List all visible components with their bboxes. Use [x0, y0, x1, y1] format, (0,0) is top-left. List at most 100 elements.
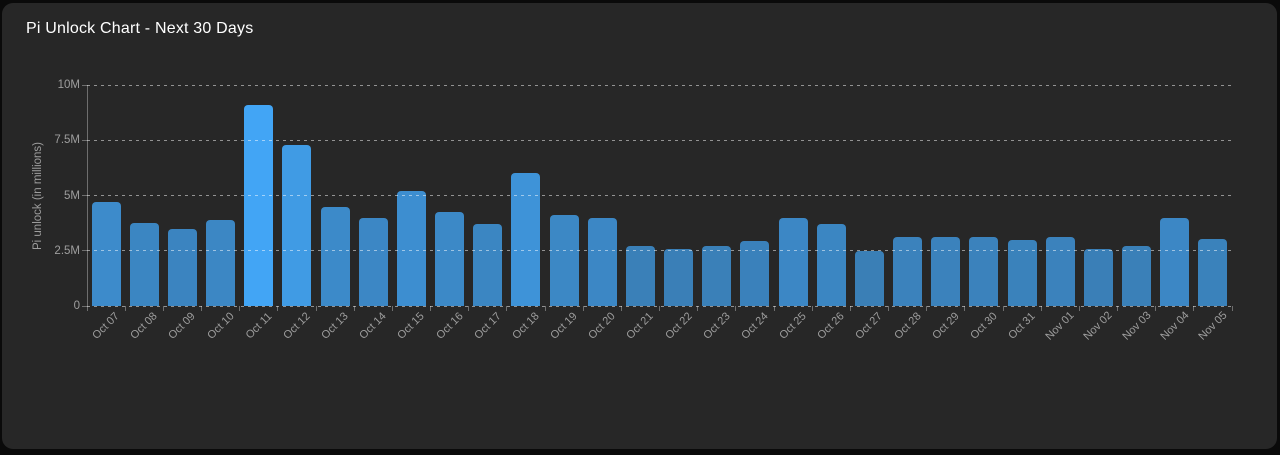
bar-nov-04[interactable]: [1160, 218, 1190, 306]
y-axis-tick-label: 7.5M: [54, 134, 80, 147]
x-axis-tick: [1193, 306, 1195, 311]
bar-oct-27[interactable]: [854, 251, 884, 306]
x-axis-tick: [620, 306, 622, 311]
x-axis-tick: [239, 306, 241, 311]
bar-oct-21[interactable]: [625, 246, 655, 306]
x-axis-tick-label: Oct 17: [472, 310, 504, 342]
x-axis-tick-label: Oct 13: [319, 310, 351, 342]
bar-nov-02[interactable]: [1083, 249, 1113, 306]
bar-oct-26[interactable]: [816, 224, 846, 306]
y-axis-tick-label: 0: [73, 300, 80, 312]
x-axis-tick: [1040, 306, 1042, 311]
bar-oct-19[interactable]: [549, 215, 579, 306]
x-axis-tick: [201, 306, 202, 311]
bar-oct-29[interactable]: [931, 237, 961, 306]
x-axis-tick: [468, 306, 470, 311]
y-axis-tick: [82, 305, 87, 307]
x-axis-tick-label: Oct 28: [891, 310, 924, 342]
x-axis-tick-label: Oct 22: [662, 310, 695, 342]
x-axis-tick: [124, 306, 126, 311]
x-axis-tick-label: Oct 25: [777, 310, 809, 342]
x-axis-tick: [391, 306, 393, 311]
x-axis-tick: [162, 306, 164, 311]
bar-oct-25[interactable]: [778, 218, 808, 306]
x-axis-tick-label: Oct 27: [853, 310, 886, 342]
x-axis-tick-label: Oct 30: [968, 310, 1000, 342]
gridline: [87, 84, 1232, 86]
x-axis-tick-label: Oct 07: [90, 310, 122, 342]
bar-oct-20[interactable]: [587, 218, 617, 306]
gridline: [87, 139, 1232, 141]
x-axis-tick: [506, 306, 508, 311]
x-axis-tick: [888, 306, 889, 311]
x-axis-tick-label: Oct 18: [510, 310, 542, 342]
x-axis-tick-label: Oct 24: [739, 310, 771, 342]
bar-oct-12[interactable]: [282, 145, 312, 306]
x-axis-tick: [1231, 306, 1233, 311]
x-axis-tick-label: Oct 10: [204, 310, 237, 342]
x-axis-tick-label: Oct 26: [815, 310, 847, 342]
x-axis-tick: [1117, 306, 1118, 311]
y-axis-tick: [82, 250, 87, 252]
x-axis-tick: [964, 306, 966, 311]
x-axis-tick: [659, 306, 660, 311]
x-axis-tick-label: Nov 05: [1196, 309, 1230, 343]
bar-oct-16[interactable]: [435, 212, 465, 306]
x-axis-tick-label: Nov 01: [1043, 309, 1077, 343]
bar-oct-14[interactable]: [358, 218, 388, 306]
x-axis-tick-label: Oct 31: [1006, 310, 1038, 342]
x-axis-tick-label: Oct 15: [395, 310, 428, 342]
x-axis-tick-label: Oct 23: [701, 310, 733, 342]
x-axis-tick: [582, 306, 584, 311]
x-axis-tick: [735, 306, 737, 311]
x-axis-tick-label: Oct 29: [930, 310, 962, 342]
x-axis-tick: [315, 306, 317, 311]
bar-oct-23[interactable]: [702, 246, 732, 306]
x-axis-tick: [811, 306, 813, 311]
bar-oct-22[interactable]: [664, 249, 694, 306]
x-axis-tick-label: Oct 19: [548, 310, 580, 342]
bar-oct-13[interactable]: [320, 207, 350, 306]
x-axis-tick: [544, 306, 546, 311]
bar-nov-01[interactable]: [1045, 237, 1075, 306]
bar-oct-15[interactable]: [396, 191, 426, 306]
bar-oct-11[interactable]: [244, 105, 274, 306]
bar-oct-09[interactable]: [167, 229, 197, 306]
y-axis-tick: [82, 139, 87, 141]
x-axis-tick: [430, 306, 431, 311]
x-axis-tick-label: Nov 03: [1120, 309, 1154, 343]
x-axis-tick-label: Oct 14: [357, 310, 389, 342]
bar-oct-17[interactable]: [473, 224, 503, 306]
x-axis-tick-label: Oct 12: [281, 310, 313, 342]
bar-oct-30[interactable]: [969, 237, 999, 306]
y-axis-tick: [82, 84, 87, 86]
x-axis-tick-label: Oct 11: [243, 310, 275, 342]
x-axis-tick: [277, 306, 279, 311]
x-axis-tick-label: Nov 02: [1081, 309, 1115, 343]
x-axis-tick-label: Oct 20: [586, 310, 618, 342]
x-axis-tick: [1078, 306, 1080, 311]
chart-title: Pi Unlock Chart - Next 30 Days: [26, 20, 254, 37]
x-axis-tick: [697, 306, 699, 311]
bar-nov-03[interactable]: [1122, 246, 1152, 306]
x-axis-tick: [849, 306, 851, 311]
bar-oct-07[interactable]: [91, 202, 121, 306]
x-axis-tick: [926, 306, 928, 311]
y-axis-tick-label: 5M: [64, 189, 80, 202]
x-axis-tick: [86, 306, 88, 311]
x-axis-tick: [353, 306, 355, 311]
x-axis-tick-label: Oct 08: [128, 310, 160, 342]
bar-oct-24[interactable]: [740, 241, 770, 306]
bar-oct-18[interactable]: [511, 173, 541, 306]
bar-oct-08[interactable]: [129, 223, 159, 306]
gridline: [87, 305, 1232, 307]
x-axis-tick: [773, 306, 775, 311]
bar-oct-10[interactable]: [206, 220, 236, 306]
y-axis-line: [87, 85, 88, 311]
bar-oct-28[interactable]: [893, 237, 923, 306]
bar-nov-05[interactable]: [1198, 239, 1228, 306]
x-axis-tick-label: Nov 04: [1158, 309, 1192, 343]
y-axis-tick: [82, 195, 87, 196]
gridline: [87, 250, 1232, 252]
